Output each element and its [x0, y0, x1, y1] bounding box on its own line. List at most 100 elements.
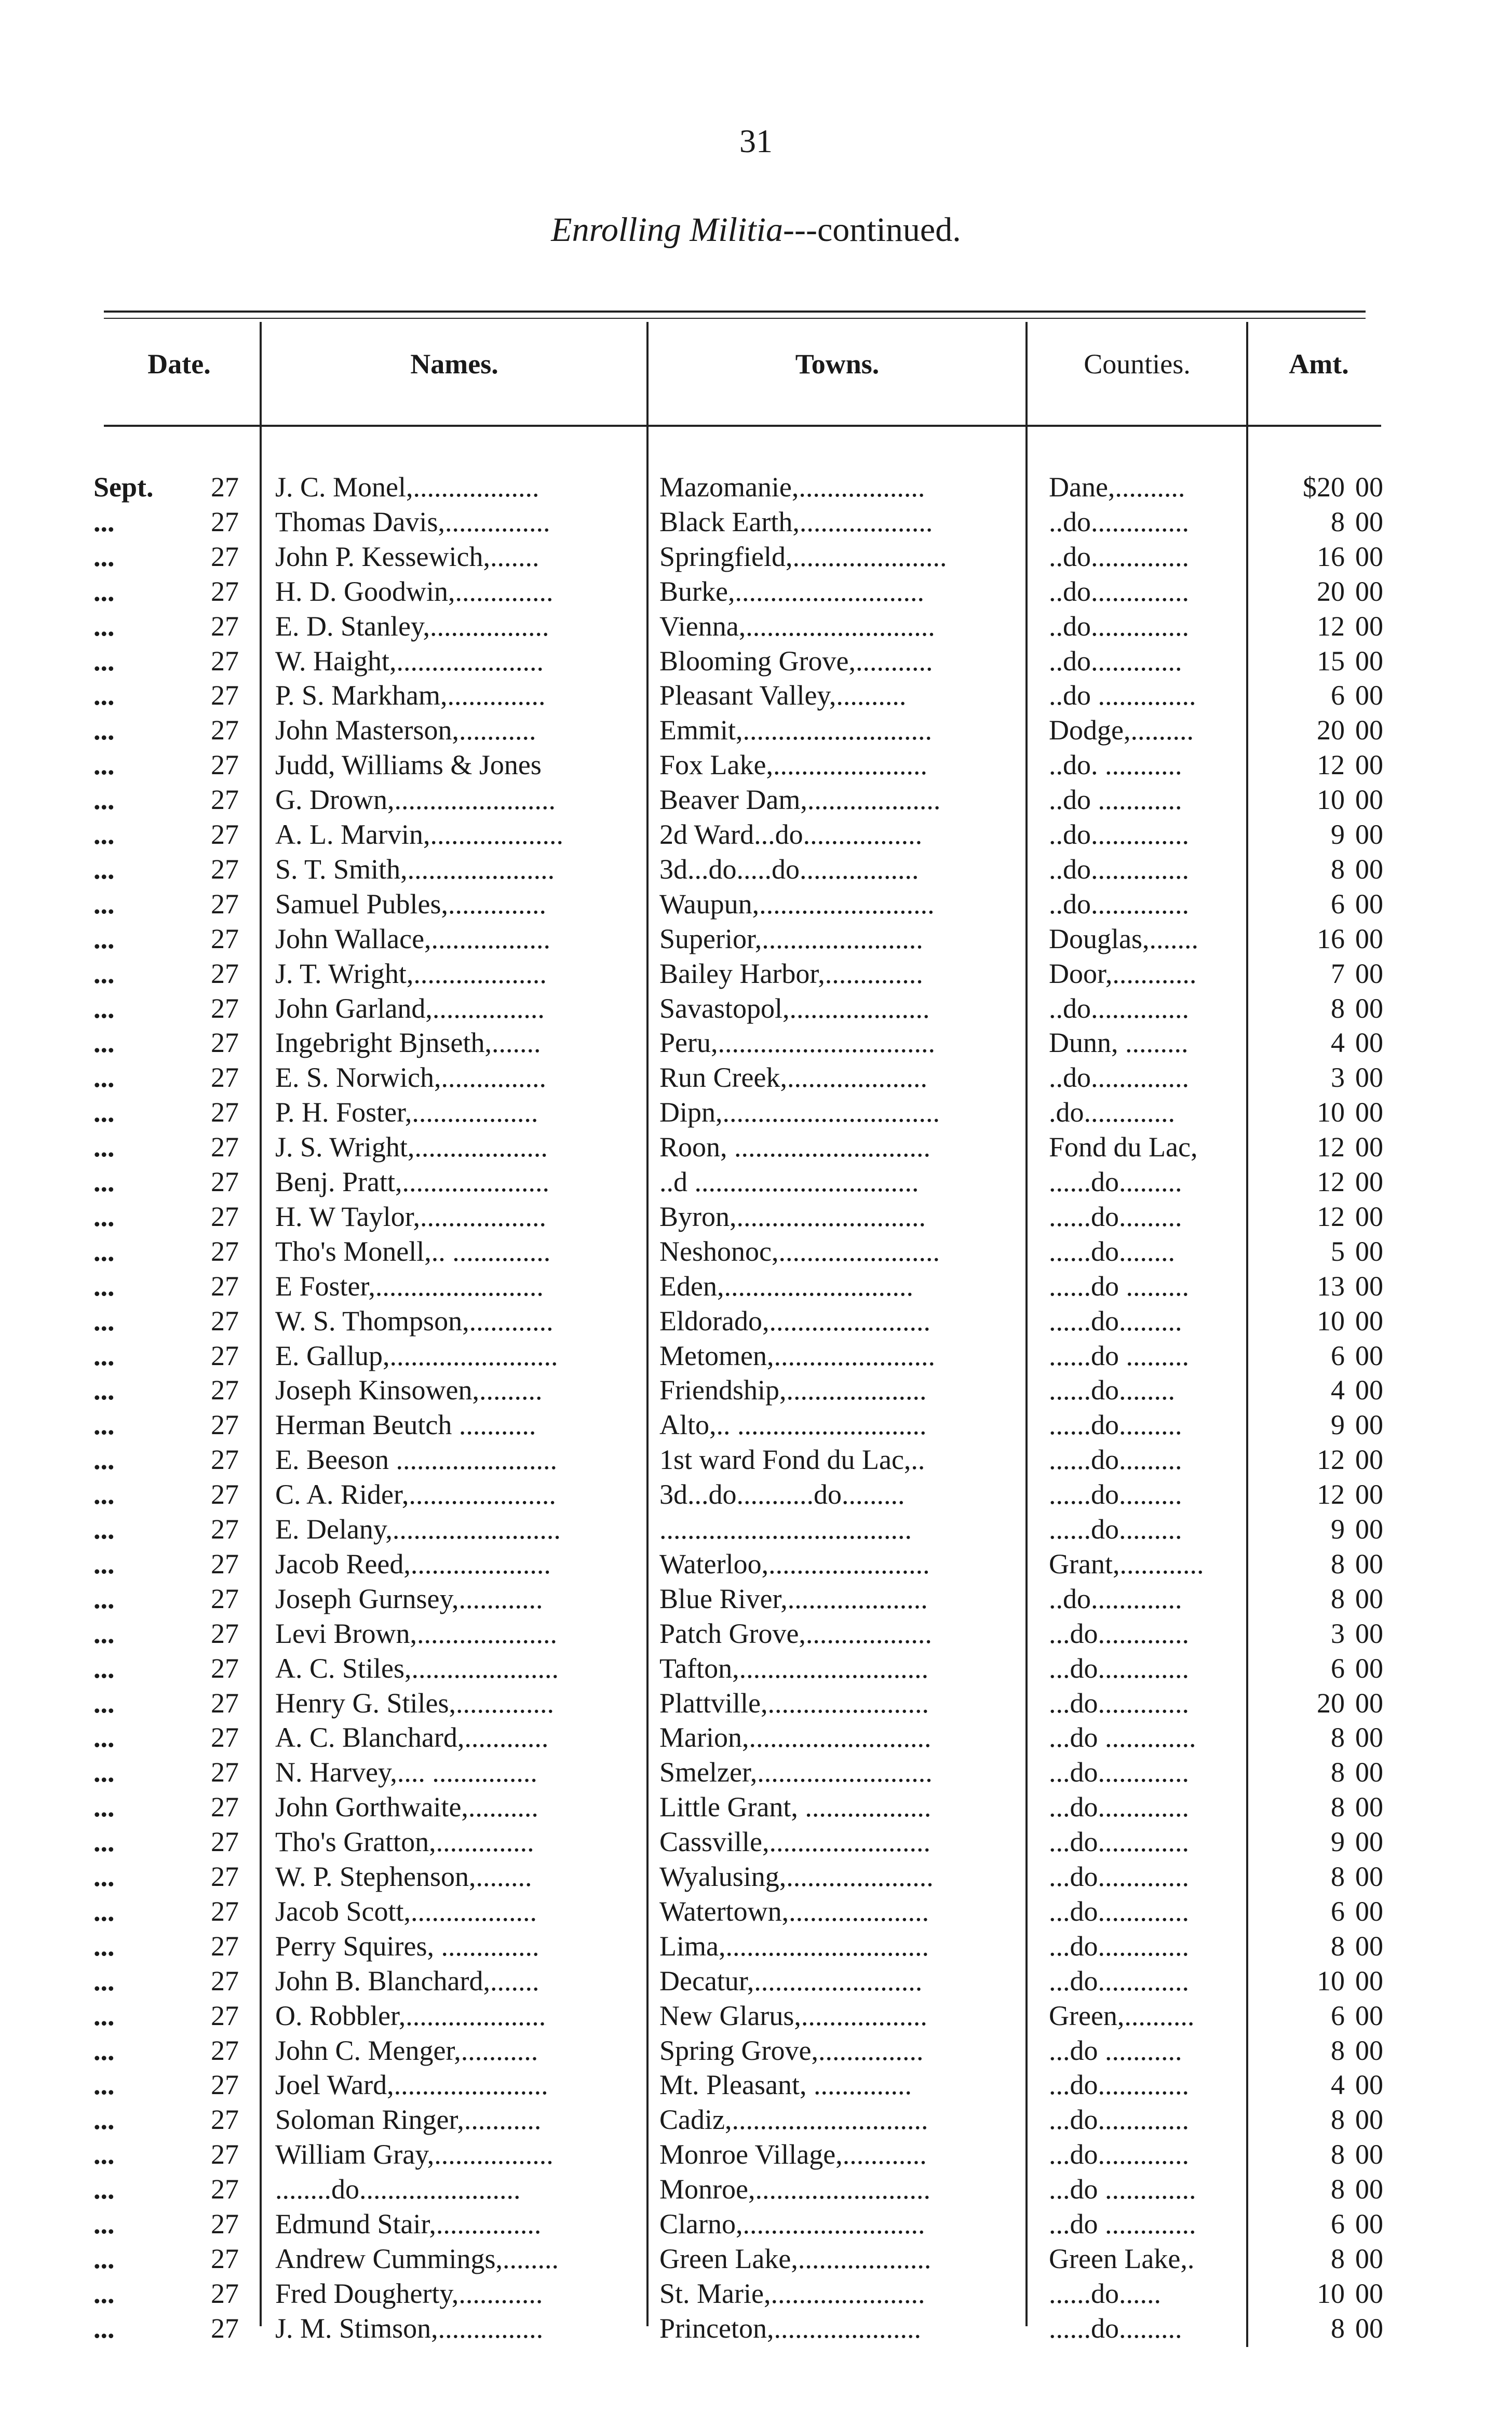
table-row: ... 27 J. T. Wright,................... Bai… — [0, 956, 1512, 991]
table-row: ... 27 John P. Kessewich,....... Springfiel… — [0, 539, 1512, 574]
amount-cents: 00 — [1355, 784, 1383, 816]
town-cell: Mazomanie,.................. — [659, 471, 925, 503]
date-month: ... — [93, 610, 115, 642]
amount-cents: 00 — [1355, 714, 1383, 746]
date-month: ... — [93, 853, 115, 885]
date-month: ... — [93, 2000, 115, 2031]
amount-cents: 00 — [1355, 1722, 1383, 1753]
name-cell: J. T. Wright,................... — [275, 957, 547, 989]
date-day: 27 — [211, 645, 239, 677]
table-row: ... 27 Tho's Monell,.. .............. Nesho… — [0, 1234, 1512, 1269]
town-cell: 3d...do.....do................. — [659, 853, 919, 885]
county-cell: ......do........ — [1049, 1235, 1175, 1267]
town-cell: Decatur,........................ — [659, 1965, 923, 1997]
date-month: ... — [93, 1861, 115, 1892]
amount-dollars: 12 — [1317, 1166, 1345, 1197]
name-cell: E. Delany,........................ — [275, 1514, 561, 1545]
amount-cents: 00 — [1355, 1131, 1383, 1163]
date-month: ... — [93, 680, 115, 711]
amount-dollars: 3 — [1331, 1617, 1345, 1649]
town-cell: Plattville,....................... — [659, 1687, 929, 1719]
date-month: ... — [93, 749, 115, 781]
amount-cents: 00 — [1355, 957, 1383, 989]
date-day: 27 — [211, 1895, 239, 1927]
date-day: 27 — [211, 1687, 239, 1719]
county-cell: ..do.............. — [1049, 1062, 1189, 1094]
name-cell: G. Drown,....................... — [275, 784, 556, 816]
amount-cents: 00 — [1355, 680, 1383, 711]
amount-dollars: $20 — [1303, 471, 1345, 503]
date-month: ... — [93, 2069, 115, 2101]
amount-cents: 00 — [1355, 1305, 1383, 1337]
table-row: ... 27 Henry G. Stiles,.............. Platt… — [0, 1686, 1512, 1720]
county-cell: ..do.............. — [1049, 819, 1189, 850]
name-cell: W. P. Stephenson,........ — [275, 1861, 532, 1892]
name-cell: E. Beeson ....................... — [275, 1444, 557, 1476]
county-cell: Dane,.......... — [1049, 471, 1185, 503]
date-day: 27 — [211, 2243, 239, 2274]
town-cell: St. Marie,...................... — [659, 2277, 925, 2309]
table-row: ... 27 E. S. Norwich,............... Run Cr… — [0, 1060, 1512, 1095]
table-row: ... 27 Ingebright Bjnseth,....... Peru,....… — [0, 1026, 1512, 1060]
town-cell: Vienna,........................... — [659, 610, 935, 642]
date-month: ... — [93, 1027, 115, 1059]
name-cell: A. L. Marvin,................... — [275, 819, 563, 850]
amount-dollars: 8 — [1331, 1583, 1345, 1614]
table-row: ... 27 Benj. Pratt,.......................… — [0, 1165, 1512, 1199]
town-cell: Cadiz,............................ — [659, 2104, 928, 2136]
amount-dollars: 16 — [1317, 541, 1345, 572]
town-cell: Pleasant Valley,.......... — [659, 680, 907, 711]
amount-dollars: 9 — [1331, 819, 1345, 850]
amount-dollars: 13 — [1317, 1270, 1345, 1302]
table-top-rule — [104, 311, 1366, 313]
town-cell: Friendship,.................... — [659, 1374, 927, 1406]
amount-dollars: 4 — [1331, 1027, 1345, 1059]
table-row: ... 27 E. D. Stanley,................. Vien… — [0, 609, 1512, 643]
date-day: 27 — [211, 888, 239, 920]
amount-dollars: 12 — [1317, 1444, 1345, 1476]
amount-dollars: 5 — [1331, 1235, 1345, 1267]
date-day: 27 — [211, 541, 239, 572]
date-month: ... — [93, 645, 115, 677]
date-day: 27 — [211, 2104, 239, 2136]
county-cell: ......do......... — [1049, 1200, 1182, 1232]
town-cell: 2d Ward...do................. — [659, 819, 923, 850]
name-cell: P. S. Markham,.............. — [275, 680, 546, 711]
name-cell: H. W Taylor,.................. — [275, 1200, 547, 1232]
amount-cents: 00 — [1355, 992, 1383, 1024]
table-row: ... 27 John B. Blanchard,....... Decatur,..… — [0, 1964, 1512, 1998]
amount-dollars: 10 — [1317, 784, 1345, 816]
date-day: 27 — [211, 2069, 239, 2101]
county-cell: ..do.............. — [1049, 888, 1189, 920]
amount-cents: 00 — [1355, 1583, 1383, 1614]
county-cell: ...do ............. — [1049, 2174, 1196, 2205]
amount-dollars: 8 — [1331, 1861, 1345, 1892]
town-cell: Savastopol,.................... — [659, 992, 930, 1024]
name-cell: J. C. Monel,.................. — [275, 471, 539, 503]
date-month: ... — [93, 1757, 115, 1788]
county-cell: ...do............. — [1049, 1895, 1189, 1927]
amount-dollars: 20 — [1317, 1687, 1345, 1719]
date-day: 27 — [211, 2208, 239, 2240]
name-cell: Jacob Reed,.................... — [275, 1548, 551, 1580]
date-month: ... — [93, 2277, 115, 2309]
amount-dollars: 20 — [1317, 575, 1345, 607]
amount-dollars: 9 — [1331, 1514, 1345, 1545]
town-cell: Spring Grove,............... — [659, 2034, 924, 2066]
name-cell: Benj. Pratt,..................... — [275, 1166, 549, 1197]
county-cell: Dodge,......... — [1049, 714, 1194, 746]
date-month: ... — [93, 1514, 115, 1545]
amount-cents: 00 — [1355, 1409, 1383, 1441]
name-cell: John C. Menger,........... — [275, 2034, 538, 2066]
table-row: ... 27 W. P. Stephenson,........ Wyalusing,… — [0, 1859, 1512, 1894]
table-row: ... 27 E. Gallup,........................ M… — [0, 1339, 1512, 1373]
name-cell: Joseph Kinsowen,......... — [275, 1374, 543, 1406]
amount-cents: 00 — [1355, 1861, 1383, 1892]
county-cell: ..do.............. — [1049, 541, 1189, 572]
town-cell: Wyalusing,..................... — [659, 1861, 934, 1892]
county-cell: ......do......... — [1049, 1305, 1182, 1337]
date-day: 27 — [211, 1652, 239, 1684]
date-day: 27 — [211, 2277, 239, 2309]
town-cell: Clarno,.......................... — [659, 2208, 925, 2240]
amount-dollars: 8 — [1331, 506, 1345, 537]
